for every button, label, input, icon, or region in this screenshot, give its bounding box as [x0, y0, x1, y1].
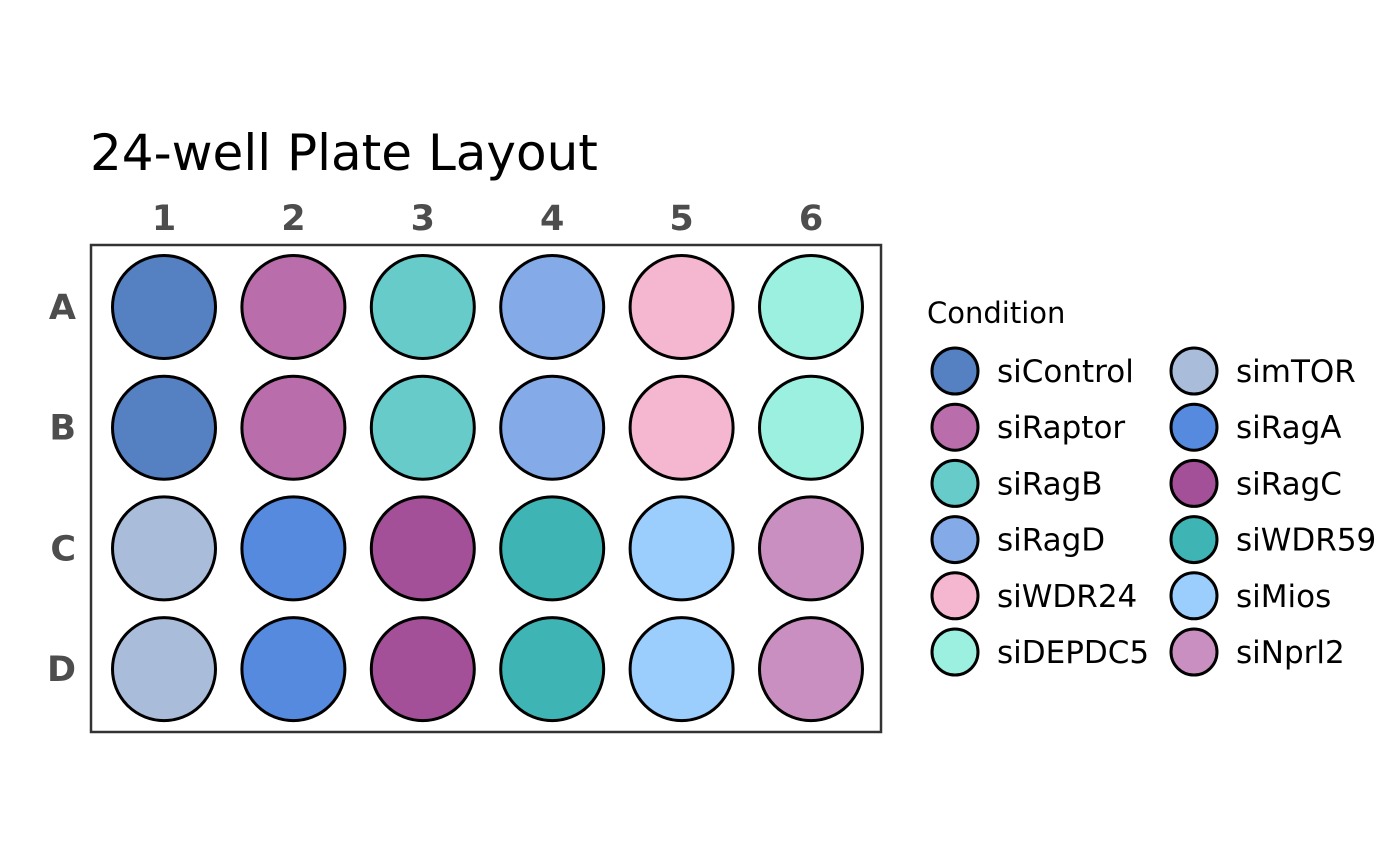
column-label: 6	[799, 199, 823, 239]
well-C1	[111, 495, 217, 602]
legend-label: siNprl2	[1236, 635, 1345, 671]
well-A3	[369, 254, 476, 360]
row-label: C	[50, 529, 76, 569]
legend-label: siMios	[1236, 579, 1331, 615]
well-D2	[240, 616, 347, 723]
well-C3	[369, 495, 476, 602]
well-D1	[111, 616, 217, 723]
legend-label: siDEPDC5	[997, 635, 1149, 671]
well-B2	[240, 374, 347, 481]
well-C4	[499, 495, 606, 602]
legend-label: siRagD	[997, 523, 1105, 559]
well-D4	[499, 616, 606, 723]
well-D6	[758, 616, 864, 723]
row-label: A	[49, 288, 76, 328]
legend-key	[930, 346, 980, 396]
legend-key	[930, 627, 980, 677]
legend-label: siWDR59	[1236, 523, 1376, 559]
column-label: 5	[669, 199, 693, 239]
well-D5	[628, 616, 735, 723]
legend-key	[1169, 627, 1219, 677]
well-B1	[111, 374, 217, 481]
plate-frame	[89, 243, 883, 734]
column-label: 4	[540, 199, 564, 239]
well-D3	[369, 616, 476, 723]
legend-label: siControl	[997, 354, 1134, 390]
well-B6	[758, 374, 864, 481]
chart-title: 24-well Plate Layout	[90, 124, 598, 182]
well-B4	[499, 374, 606, 481]
column-label: 1	[152, 199, 176, 239]
legend-label: siRagC	[1236, 466, 1342, 502]
legend-key	[1169, 515, 1219, 565]
legend-label: simTOR	[1236, 354, 1356, 390]
legend-key	[1169, 402, 1219, 452]
legend-key	[930, 571, 980, 621]
legend-label: siRagB	[997, 466, 1103, 502]
column-labels: 1 2 3 4 5 6	[152, 199, 823, 239]
well-A4	[499, 254, 606, 360]
legend-label: siWDR24	[997, 579, 1137, 615]
legend-key	[1169, 458, 1219, 508]
legend-title: Condition	[927, 296, 1065, 330]
well-A6	[758, 254, 864, 360]
plate-wells	[111, 254, 864, 723]
legend-key	[930, 458, 980, 508]
legend-key	[1169, 571, 1219, 621]
row-label: B	[49, 409, 76, 449]
legend-key	[930, 402, 980, 452]
legend: Condition siControl siRaptor siRagB siRagD s…	[927, 296, 1376, 677]
column-label: 3	[411, 199, 435, 239]
column-label: 2	[281, 199, 305, 239]
well-C6	[758, 495, 864, 602]
legend-label: siRaptor	[997, 410, 1125, 446]
legend-label: siRagA	[1236, 410, 1342, 446]
well-B5	[628, 374, 735, 481]
well-B3	[369, 374, 476, 481]
legend-key	[1169, 346, 1219, 396]
well-C5	[628, 495, 735, 602]
well-C2	[240, 495, 347, 602]
row-label: D	[47, 650, 76, 690]
row-labels: A B C D	[47, 288, 76, 690]
well-A5	[628, 254, 735, 360]
legend-key	[930, 515, 980, 565]
well-A1	[111, 254, 217, 360]
well-A2	[240, 254, 347, 360]
